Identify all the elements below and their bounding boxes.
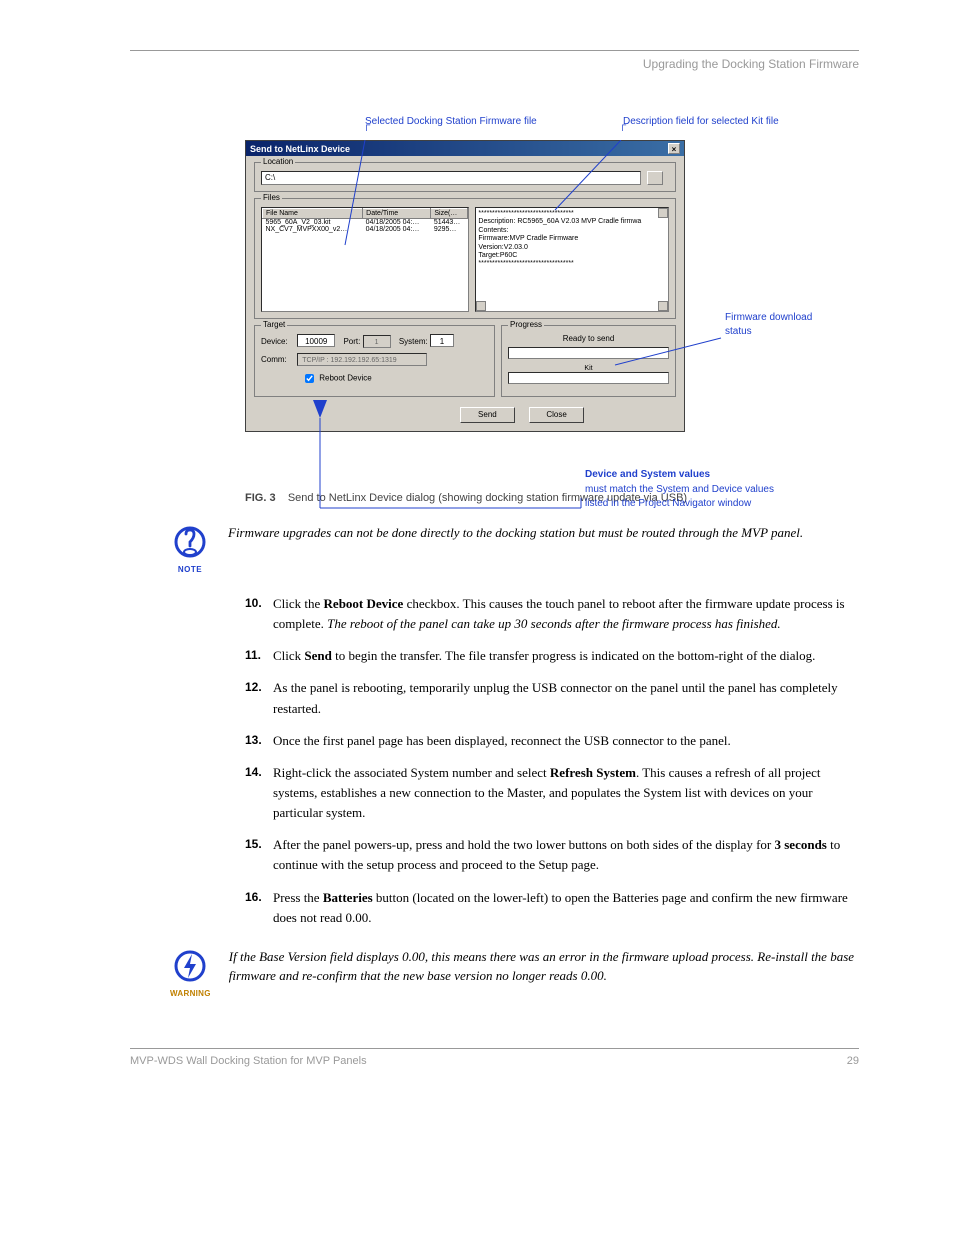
desc-separator: ***********************************: [478, 260, 666, 268]
browse-button[interactable]: [647, 171, 663, 185]
progress-bar-2: [508, 372, 669, 384]
port-label: Port:: [343, 337, 360, 346]
step-number: 12.: [245, 678, 273, 718]
note-icon: NOTE: [170, 524, 210, 574]
annotation-description-field: Description field for selected Kit file: [623, 116, 779, 127]
step-13: 13. Once the first panel page has been d…: [245, 731, 859, 751]
scroll-left-icon[interactable]: [476, 301, 486, 311]
close-button[interactable]: Close: [529, 407, 584, 423]
note-callout: NOTE Firmware upgrades can not be done d…: [170, 524, 859, 574]
steps-list: 10. Click the Reboot Device checkbox. Th…: [245, 594, 859, 928]
desc-line: Description: RC5965_60A V2.03 MVP Cradle…: [478, 218, 666, 226]
warning-icon: WARNING: [170, 948, 211, 998]
warning-text: If the Base Version field displays 0.00,…: [229, 948, 859, 986]
page-number: 29: [847, 1055, 859, 1067]
page-footer: MVP-WDS Wall Docking Station for MVP Pan…: [130, 1048, 859, 1067]
device-label: Device:: [261, 337, 295, 346]
step-11: 11. Click Send to begin the transfer. Th…: [245, 646, 859, 666]
file-row[interactable]: NX_CV7_MVPXX00_v2… 04/18/2005 04:… 9295…: [263, 226, 468, 233]
target-group: Target Device: 10009 Port: 1 System: 1 C…: [254, 325, 495, 397]
figure-number: FIG. 3: [245, 492, 276, 504]
desc-line: Contents:: [478, 227, 666, 235]
location-input[interactable]: C:\: [261, 171, 641, 185]
warning-label: WARNING: [170, 989, 211, 998]
desc-line: Target:P60C: [478, 252, 666, 260]
scroll-up-icon[interactable]: [658, 208, 668, 218]
footer-title: MVP-WDS Wall Docking Station for MVP Pan…: [130, 1055, 367, 1067]
progress-status: Ready to send: [508, 334, 669, 343]
reboot-checkbox-row: Reboot Device: [301, 371, 488, 386]
note-text: Firmware upgrades can not be done direct…: [228, 524, 859, 543]
reboot-label: Reboot Device: [319, 374, 371, 383]
comm-value: TCP/IP : 192.192.192.65:1319: [297, 353, 427, 366]
annotation-firmware-file: Selected Docking Station Firmware file: [365, 116, 537, 127]
step-body: Once the first panel page has been displ…: [273, 731, 859, 751]
step-body: As the panel is rebooting, temporarily u…: [273, 678, 859, 718]
dialog-titlebar: Send to NetLinx Device ×: [246, 141, 684, 156]
annotation-device-system: Device and System values must match the …: [585, 468, 845, 512]
col-datetime[interactable]: Date/Time: [363, 209, 431, 219]
step-number: 11.: [245, 646, 273, 666]
step-body: Right-click the associated System number…: [273, 763, 859, 823]
step-14: 14. Right-click the associated System nu…: [245, 763, 859, 823]
step-10: 10. Click the Reboot Device checkbox. Th…: [245, 594, 859, 634]
document-page: Upgrading the Docking Station Firmware ┌…: [0, 0, 954, 1097]
dialog-button-row: Send Close: [246, 405, 684, 431]
step-number: 16.: [245, 888, 273, 928]
step-number: 15.: [245, 835, 273, 875]
close-icon[interactable]: ×: [668, 143, 680, 154]
annotation-firmware-status: Firmware download status: [725, 311, 812, 339]
progress-group: Progress Ready to send Kit: [501, 325, 676, 397]
header-rule: [130, 50, 859, 51]
step-16: 16. Press the Batteries button (located …: [245, 888, 859, 928]
step-body: Click the Reboot Device checkbox. This c…: [273, 594, 859, 634]
comm-label: Comm:: [261, 355, 295, 364]
system-label: System:: [399, 337, 428, 346]
send-to-netlinx-dialog: Send to NetLinx Device × Location C:\ Fi…: [245, 140, 685, 432]
col-size[interactable]: Size(…: [431, 209, 468, 219]
location-label: Location: [261, 157, 295, 166]
step-number: 14.: [245, 763, 273, 823]
dialog-title: Send to NetLinx Device: [250, 144, 350, 154]
step-number: 13.: [245, 731, 273, 751]
note-label: NOTE: [170, 565, 210, 574]
step-number: 10.: [245, 594, 273, 634]
header-section-title: Upgrading the Docking Station Firmware: [130, 57, 859, 71]
scroll-right-icon[interactable]: [658, 301, 668, 311]
device-input[interactable]: 10009: [297, 334, 335, 347]
files-group: Files File Name Date/Time Size(… 5965_60…: [254, 198, 676, 319]
file-list[interactable]: File Name Date/Time Size(… 5965_60A_V2_0…: [261, 207, 469, 312]
location-group: Location C:\: [254, 162, 676, 192]
port-input: 1: [363, 335, 391, 348]
col-filename[interactable]: File Name: [263, 209, 363, 219]
desc-line: Version:V2.03.0: [478, 244, 666, 252]
step-body: Click Send to begin the transfer. The fi…: [273, 646, 859, 666]
files-label: Files: [261, 193, 282, 202]
warning-callout: WARNING If the Base Version field displa…: [170, 948, 859, 998]
desc-line: Firmware:MVP Cradle Firmware: [478, 235, 666, 243]
description-box: *********************************** Desc…: [475, 207, 669, 312]
progress-label: Progress: [508, 320, 544, 329]
step-body: After the panel powers-up, press and hol…: [273, 835, 859, 875]
step-12: 12. As the panel is rebooting, temporari…: [245, 678, 859, 718]
system-input[interactable]: 1: [430, 334, 454, 347]
progress-sub: Kit: [508, 365, 669, 372]
step-body: Press the Batteries button (located on t…: [273, 888, 859, 928]
send-button[interactable]: Send: [460, 407, 515, 423]
figure-container: ┌ Selected Docking Station Firmware file…: [245, 116, 855, 432]
desc-separator: ***********************************: [478, 210, 666, 218]
reboot-checkbox[interactable]: [305, 374, 314, 383]
step-15: 15. After the panel powers-up, press and…: [245, 835, 859, 875]
annotation-row-top: ┌ Selected Docking Station Firmware file…: [245, 116, 855, 138]
target-label: Target: [261, 320, 287, 329]
progress-bar: [508, 347, 669, 359]
file-row[interactable]: 5965_60A_V2_03.kit 04/18/2005 04:… 51443…: [263, 219, 468, 227]
